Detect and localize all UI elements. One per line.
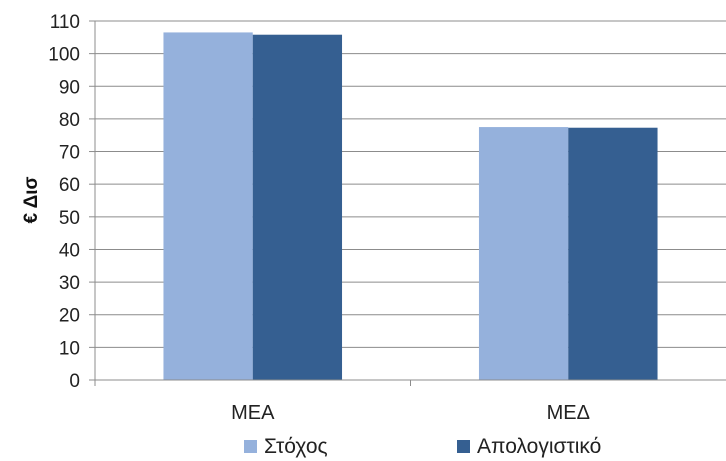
y-tick-label: 110 <box>50 12 80 33</box>
bars <box>163 32 658 381</box>
y-tick-label: 20 <box>59 306 80 327</box>
x-tick-label: ΜΕΔ <box>547 402 590 424</box>
legend: Στόχος Απολογιστικό <box>244 435 601 458</box>
x-axis-ticks: ΜΕΑ ΜΕΔ <box>231 380 590 424</box>
y-tick-label: 80 <box>59 110 80 131</box>
y-tick-label: 30 <box>59 273 80 294</box>
legend-swatch-1 <box>244 440 257 453</box>
y-tick-label: 100 <box>48 45 80 66</box>
y-axis-ticks: 0 10 20 30 40 50 60 70 80 90 100 110 <box>48 12 96 392</box>
y-tick-label: 90 <box>59 77 80 98</box>
legend-label-1: Στόχος <box>264 435 328 458</box>
bar-target-2 <box>478 127 569 381</box>
y-tick-label: 10 <box>59 338 80 359</box>
y-tick-label: 0 <box>69 371 80 392</box>
y-tick-label: 50 <box>59 208 80 229</box>
bar-actual-1 <box>252 34 343 380</box>
x-tick-label: ΜΕΑ <box>231 402 275 424</box>
y-tick-label: 70 <box>59 143 80 164</box>
y-axis-label: € Δισ <box>21 176 42 223</box>
legend-swatch-2 <box>457 440 470 453</box>
bar-target-1 <box>163 32 253 380</box>
y-tick-label: 40 <box>59 240 80 261</box>
bar-actual-2 <box>568 127 658 380</box>
y-tick-label: 60 <box>59 175 80 196</box>
legend-label-2: Απολογιστικό <box>477 435 601 458</box>
